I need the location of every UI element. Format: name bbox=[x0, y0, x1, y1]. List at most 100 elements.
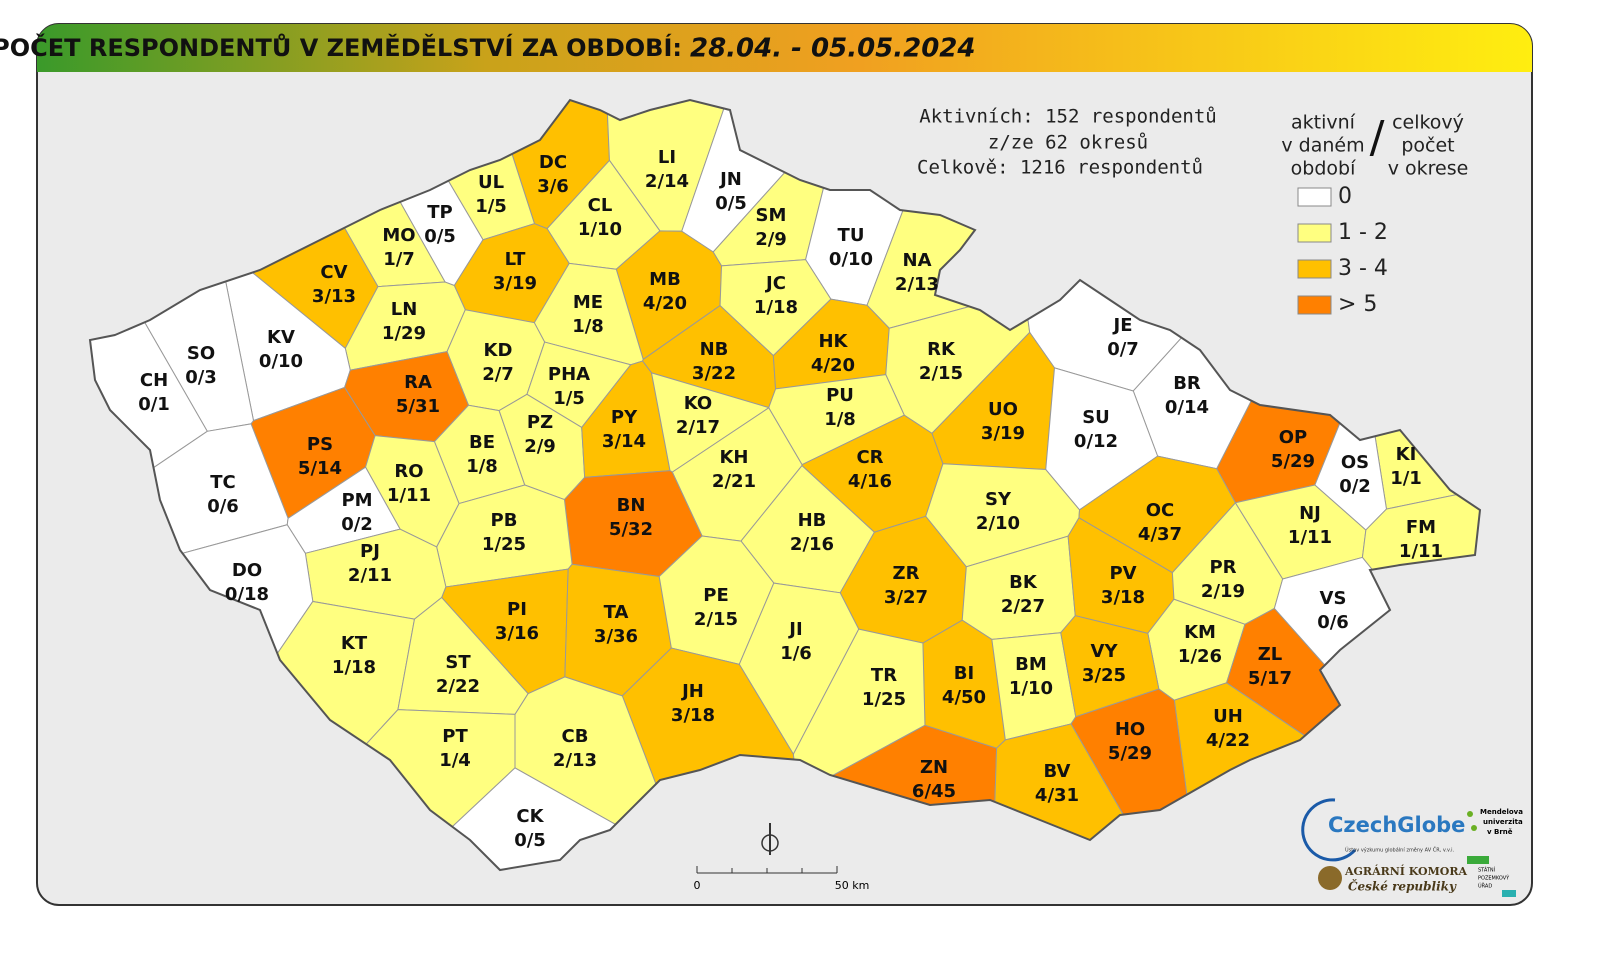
district-code: CV bbox=[320, 262, 347, 283]
logo-text: CzechGlobe bbox=[1328, 813, 1465, 837]
district-count: 1/26 bbox=[1178, 646, 1222, 667]
district-count: 1/11 bbox=[1399, 541, 1443, 562]
district-count: 4/50 bbox=[942, 687, 986, 708]
district-code: PHA bbox=[548, 364, 590, 385]
district-code: MO bbox=[382, 225, 415, 246]
scale-label: 50 km bbox=[835, 879, 870, 892]
logo-text: STÁTNÍ bbox=[1478, 867, 1496, 874]
district-count: 1/25 bbox=[862, 689, 906, 710]
legend-label: 1 - 2 bbox=[1338, 220, 1388, 245]
district-code: ZL bbox=[1258, 644, 1283, 665]
logo-mark bbox=[1502, 890, 1516, 897]
district-code: KO bbox=[684, 393, 712, 414]
district-code: PU bbox=[826, 385, 854, 406]
district-code: LI bbox=[658, 147, 676, 168]
district-count: 1/11 bbox=[1288, 527, 1332, 548]
district-code: NA bbox=[903, 250, 932, 271]
district-code: BN bbox=[617, 495, 646, 516]
legend-head: období bbox=[1291, 158, 1356, 180]
district-count: 0/18 bbox=[225, 584, 269, 605]
district-count: 0/12 bbox=[1074, 431, 1118, 452]
district-count: 4/22 bbox=[1206, 730, 1250, 751]
district-code: BM bbox=[1015, 654, 1047, 675]
district-count: 3/25 bbox=[1082, 665, 1126, 686]
district-code: JN bbox=[718, 169, 742, 190]
district-count: 0/14 bbox=[1165, 397, 1209, 418]
district-count: 1/25 bbox=[482, 534, 526, 555]
district-count: 5/32 bbox=[609, 519, 653, 540]
district-count: 4/37 bbox=[1138, 524, 1182, 545]
district-count: 1/10 bbox=[1009, 678, 1053, 699]
stat: Aktivních: 152 respondentů bbox=[919, 106, 1216, 128]
logo-dot bbox=[1467, 811, 1473, 817]
district-code: NB bbox=[700, 339, 729, 360]
district-code: PV bbox=[1109, 563, 1136, 584]
district-code: ZN bbox=[920, 757, 948, 778]
logo-text: Mendelova bbox=[1480, 808, 1523, 816]
district-code: HO bbox=[1115, 719, 1145, 740]
district-count: 2/9 bbox=[524, 436, 556, 457]
district-count: 3/13 bbox=[312, 286, 356, 307]
district-count: 6/45 bbox=[912, 781, 956, 802]
logo-dot bbox=[1471, 825, 1477, 831]
district-code: VY bbox=[1091, 641, 1119, 662]
district-code: KT bbox=[341, 633, 368, 654]
stat: Celkově: 1216 respondentů bbox=[917, 157, 1203, 179]
district-count: 1/8 bbox=[572, 316, 604, 337]
district-count: 2/7 bbox=[482, 364, 514, 385]
district-count: 3/6 bbox=[537, 176, 569, 197]
district-code: DC bbox=[539, 152, 567, 173]
district-count: 0/6 bbox=[207, 496, 239, 517]
district-code: RK bbox=[927, 339, 956, 360]
district-count: 0/3 bbox=[185, 367, 217, 388]
district-code: OP bbox=[1279, 427, 1308, 448]
district-count: 1/10 bbox=[578, 219, 622, 240]
district-code: DO bbox=[232, 560, 262, 581]
district-code: UL bbox=[478, 172, 504, 193]
district-count: 3/18 bbox=[671, 705, 715, 726]
legend-sep: / bbox=[1370, 112, 1385, 163]
district-code: KV bbox=[267, 327, 295, 348]
district-count: 5/29 bbox=[1271, 451, 1315, 472]
district-count: 3/36 bbox=[594, 626, 638, 647]
logo-text: České republiky bbox=[1348, 878, 1457, 894]
district-code: UO bbox=[988, 399, 1018, 420]
district-count: 5/14 bbox=[298, 458, 342, 479]
district-count: 1/11 bbox=[387, 485, 431, 506]
district-count: 2/13 bbox=[895, 274, 939, 295]
district-code: JI bbox=[787, 619, 802, 640]
district-code: ZR bbox=[893, 563, 920, 584]
district-code: PS bbox=[307, 434, 333, 455]
district-count: 2/14 bbox=[645, 171, 689, 192]
district-count: 1/1 bbox=[1390, 468, 1422, 489]
district-code: ME bbox=[573, 292, 603, 313]
district-count: 0/5 bbox=[514, 830, 546, 851]
district-code: PM bbox=[341, 490, 372, 511]
district-count: 2/17 bbox=[676, 417, 720, 438]
district-code: KM bbox=[1184, 622, 1216, 643]
district-count: 2/21 bbox=[712, 471, 756, 492]
district-count: 2/16 bbox=[790, 534, 834, 555]
district-count: 0/2 bbox=[1339, 476, 1371, 497]
district-code: HK bbox=[818, 331, 848, 352]
district-count: 1/5 bbox=[553, 388, 585, 409]
district-code: PZ bbox=[527, 412, 553, 433]
district-code: KH bbox=[719, 447, 748, 468]
district-code: LN bbox=[391, 299, 418, 320]
period: 28.04. - 05.05.2024 bbox=[690, 34, 976, 64]
district-code: PR bbox=[1209, 557, 1236, 578]
logos: CzechGlobe Ústav výzkumu globální změny … bbox=[1301, 798, 1523, 897]
district-count: 3/19 bbox=[493, 273, 537, 294]
legend-label: > 5 bbox=[1338, 292, 1377, 317]
district-code: TP bbox=[427, 202, 452, 223]
header-bar bbox=[37, 24, 1532, 72]
district-count: 1/5 bbox=[475, 196, 507, 217]
district-code: JH bbox=[680, 681, 704, 702]
district-count: 2/15 bbox=[919, 363, 963, 384]
district-code: TA bbox=[604, 602, 629, 623]
logo-sub: Ústav výzkumu globální změny AV ČR, v.v.… bbox=[1345, 847, 1455, 854]
district-count: 1/6 bbox=[780, 643, 812, 664]
district-count: 0/7 bbox=[1107, 339, 1139, 360]
